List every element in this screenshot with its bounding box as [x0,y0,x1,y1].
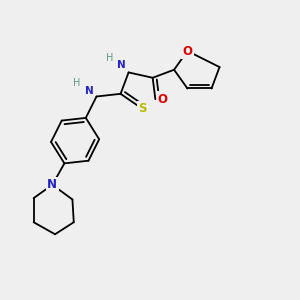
Text: H: H [106,52,113,63]
Text: H: H [74,78,81,88]
Text: O: O [182,44,193,58]
Text: N: N [47,178,57,191]
Text: S: S [138,102,146,115]
Text: N: N [85,85,93,96]
Text: O: O [158,93,168,106]
Text: N: N [117,60,125,70]
